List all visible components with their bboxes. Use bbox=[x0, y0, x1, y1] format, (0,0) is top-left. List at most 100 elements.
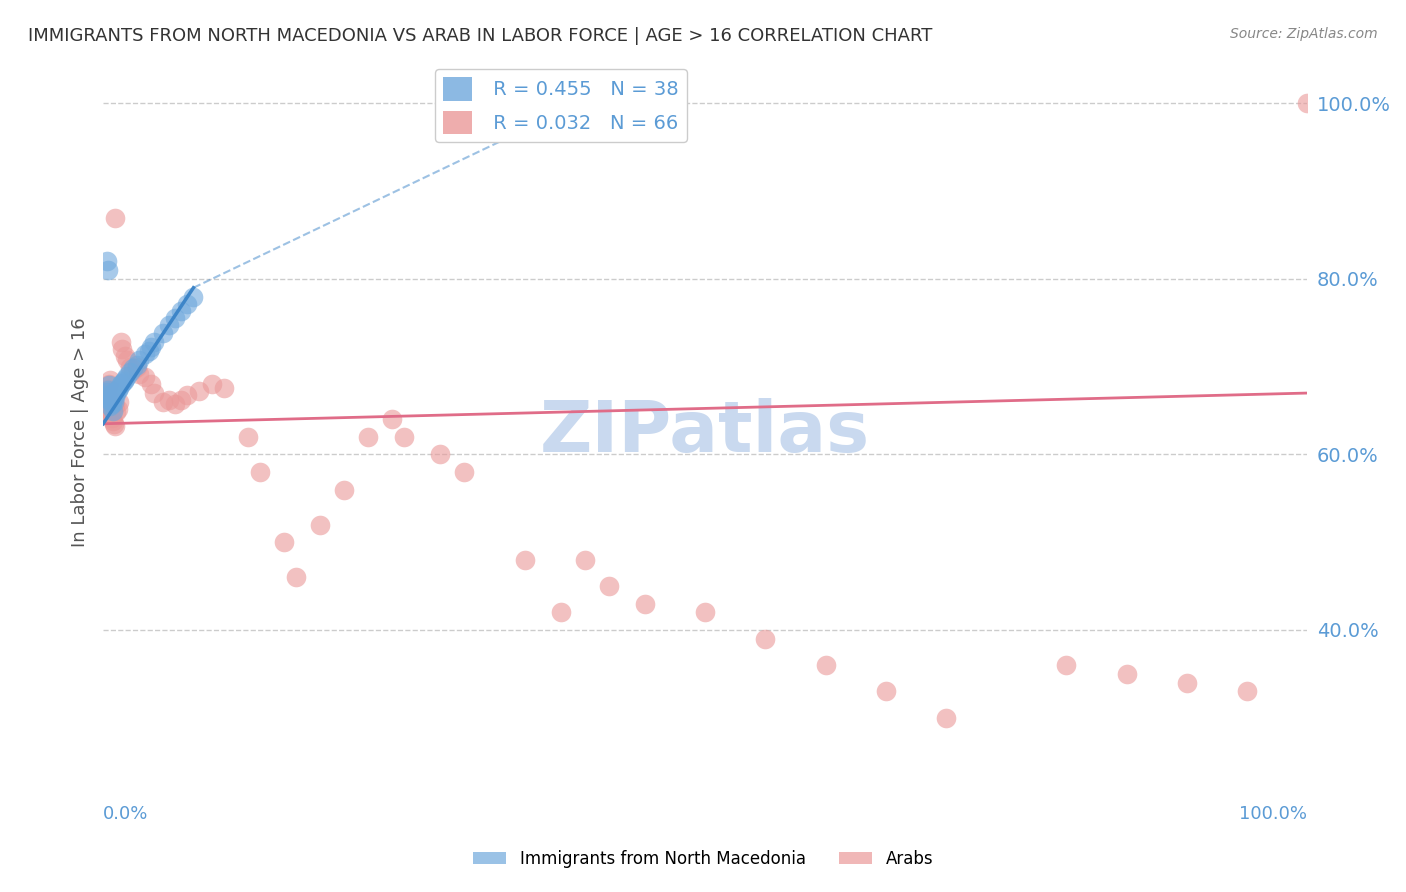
Point bbox=[105, 386, 128, 401]
Point bbox=[1054, 658, 1077, 673]
Point bbox=[111, 342, 134, 356]
Point bbox=[165, 396, 187, 410]
Point bbox=[101, 394, 124, 409]
Point bbox=[875, 684, 897, 698]
Point bbox=[107, 401, 129, 416]
Point bbox=[98, 408, 121, 422]
Point bbox=[814, 658, 837, 673]
Legend:  R = 0.455   N = 38,  R = 0.032   N = 66: R = 0.455 N = 38, R = 0.032 N = 66 bbox=[434, 70, 686, 142]
Point bbox=[98, 405, 121, 419]
Point bbox=[138, 343, 160, 358]
Point bbox=[165, 310, 187, 325]
Point bbox=[97, 384, 120, 398]
Point bbox=[96, 391, 118, 405]
Point bbox=[309, 517, 332, 532]
Point bbox=[157, 393, 180, 408]
Point bbox=[128, 352, 150, 367]
Point bbox=[118, 365, 141, 379]
Point bbox=[249, 465, 271, 479]
Point bbox=[1115, 666, 1137, 681]
Point bbox=[97, 382, 120, 396]
Point bbox=[550, 606, 572, 620]
Point bbox=[200, 377, 222, 392]
Point bbox=[115, 368, 138, 383]
Point bbox=[381, 412, 404, 426]
Point bbox=[273, 535, 295, 549]
Point bbox=[104, 211, 127, 225]
Point bbox=[128, 367, 150, 381]
Point bbox=[94, 394, 117, 409]
Point bbox=[1296, 96, 1319, 111]
Point bbox=[107, 381, 129, 395]
Point bbox=[212, 381, 235, 395]
Point bbox=[429, 448, 451, 462]
Point bbox=[100, 397, 122, 411]
Point bbox=[101, 414, 124, 428]
Point bbox=[188, 384, 211, 399]
Point bbox=[634, 597, 657, 611]
Point bbox=[176, 388, 198, 402]
Point bbox=[103, 394, 125, 409]
Point bbox=[107, 383, 129, 397]
Point bbox=[98, 377, 121, 392]
Point bbox=[103, 386, 125, 401]
Point bbox=[134, 347, 156, 361]
Point bbox=[142, 335, 165, 350]
Point bbox=[104, 384, 127, 399]
Point bbox=[115, 352, 138, 367]
Y-axis label: In Labor Force | Age > 16: In Labor Force | Age > 16 bbox=[72, 318, 89, 548]
Point bbox=[134, 370, 156, 384]
Point bbox=[98, 399, 121, 413]
Point bbox=[107, 394, 129, 409]
Point bbox=[112, 374, 135, 388]
Point bbox=[104, 419, 127, 434]
Point bbox=[104, 391, 127, 405]
Point bbox=[176, 296, 198, 310]
Point bbox=[104, 399, 127, 413]
Point bbox=[141, 340, 163, 354]
Point bbox=[1236, 684, 1258, 698]
Point bbox=[157, 318, 180, 332]
Point bbox=[100, 410, 122, 425]
Point bbox=[96, 385, 118, 400]
Point bbox=[513, 553, 536, 567]
Point bbox=[574, 553, 596, 567]
Point bbox=[110, 377, 132, 392]
Legend: Immigrants from North Macedonia, Arabs: Immigrants from North Macedonia, Arabs bbox=[467, 844, 939, 875]
Point bbox=[98, 378, 121, 392]
Point bbox=[114, 372, 136, 386]
Point bbox=[103, 396, 125, 410]
Text: 100.0%: 100.0% bbox=[1239, 805, 1308, 823]
Point bbox=[122, 361, 145, 376]
Point bbox=[96, 386, 118, 401]
Point bbox=[754, 632, 776, 646]
Point bbox=[97, 263, 120, 277]
Point bbox=[97, 401, 120, 416]
Point bbox=[170, 393, 193, 408]
Point bbox=[118, 359, 141, 374]
Point bbox=[98, 373, 121, 387]
Point bbox=[96, 254, 118, 268]
Point bbox=[103, 417, 125, 431]
Point bbox=[111, 376, 134, 390]
Point bbox=[94, 388, 117, 402]
Text: IMMIGRANTS FROM NORTH MACEDONIA VS ARAB IN LABOR FORCE | AGE > 16 CORRELATION CH: IMMIGRANTS FROM NORTH MACEDONIA VS ARAB … bbox=[28, 27, 932, 45]
Point bbox=[392, 430, 415, 444]
Point bbox=[122, 363, 145, 377]
Point bbox=[357, 430, 380, 444]
Point bbox=[101, 403, 124, 417]
Point bbox=[170, 303, 193, 318]
Point bbox=[152, 326, 174, 341]
Point bbox=[152, 394, 174, 409]
Point bbox=[695, 606, 717, 620]
Point bbox=[1175, 675, 1198, 690]
Text: ZIPatlas: ZIPatlas bbox=[540, 398, 870, 467]
Point bbox=[598, 579, 620, 593]
Point bbox=[236, 430, 259, 444]
Point bbox=[125, 358, 148, 372]
Point bbox=[114, 349, 136, 363]
Text: Source: ZipAtlas.com: Source: ZipAtlas.com bbox=[1230, 27, 1378, 41]
Point bbox=[284, 570, 307, 584]
Point bbox=[125, 359, 148, 374]
Point bbox=[100, 384, 122, 399]
